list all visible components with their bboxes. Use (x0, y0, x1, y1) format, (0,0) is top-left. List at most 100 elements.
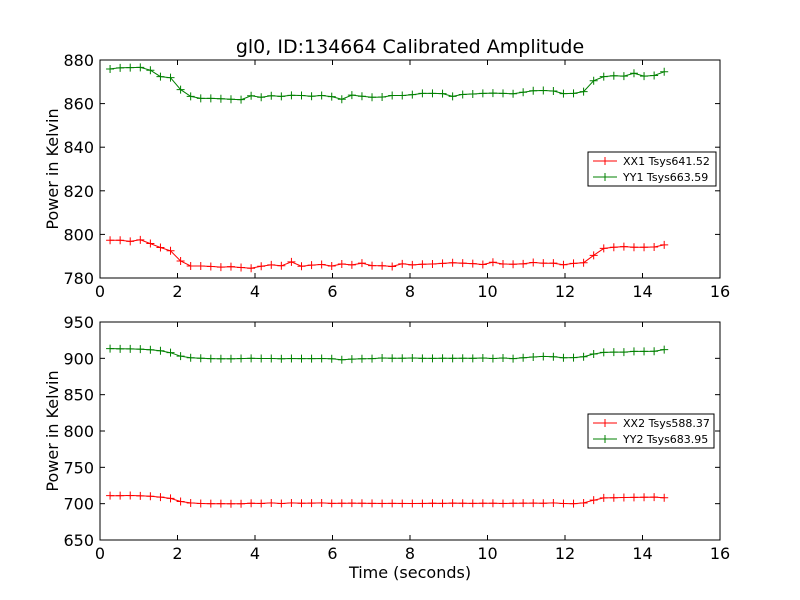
data-point (216, 499, 225, 508)
data-point (650, 347, 659, 356)
data-point (609, 348, 618, 357)
data-point (196, 94, 205, 103)
data-point (226, 95, 235, 104)
data-point (307, 354, 316, 363)
data-point (428, 354, 437, 363)
y-tick-label: 750 (63, 458, 94, 477)
data-point (448, 258, 457, 267)
data-point (196, 354, 205, 363)
data-point (408, 499, 417, 508)
data-point (458, 90, 467, 99)
data-point (136, 63, 145, 72)
data-point (549, 259, 558, 268)
data-point (267, 498, 276, 507)
data-point (106, 64, 115, 73)
y-axis-label: Power in Kelvin (43, 370, 62, 491)
data-point (418, 499, 427, 508)
x-tick-label: 12 (555, 544, 575, 563)
data-point (428, 260, 437, 269)
data-point (408, 260, 417, 269)
legend-marker (601, 419, 609, 427)
data-point (468, 499, 477, 508)
data-point (237, 354, 246, 363)
data-point (186, 353, 195, 362)
data-point (347, 355, 356, 364)
data-point (317, 91, 326, 100)
data-point (206, 262, 215, 271)
data-point (166, 494, 175, 503)
data-point (579, 352, 588, 361)
data-point (247, 499, 256, 508)
y-tick-label: 800 (63, 422, 94, 441)
data-point (488, 499, 497, 508)
y-axis-label: Power in Kelvin (43, 108, 62, 229)
data-point (307, 92, 316, 101)
data-point (166, 246, 175, 255)
data-point (519, 353, 528, 362)
x-tick-label: 0 (95, 544, 105, 563)
data-point (428, 89, 437, 98)
y-tick-label: 880 (63, 51, 94, 70)
data-point (499, 499, 507, 508)
data-point (307, 499, 316, 508)
data-point (398, 354, 407, 363)
data-point (499, 89, 507, 98)
data-point (297, 499, 306, 508)
data-point (388, 354, 397, 363)
data-point (619, 242, 628, 251)
data-point (438, 499, 447, 508)
data-point (136, 345, 145, 354)
data-point (378, 499, 387, 508)
data-point (146, 345, 155, 354)
data-point (186, 92, 195, 101)
data-point (277, 354, 286, 363)
data-point (549, 352, 558, 361)
data-point (357, 92, 366, 101)
data-point (499, 353, 507, 362)
data-point (378, 354, 387, 363)
data-point (287, 257, 296, 266)
data-point (287, 354, 296, 363)
data-point (126, 237, 135, 246)
data-point (559, 499, 568, 508)
data-point (519, 259, 528, 268)
data-point (347, 499, 356, 508)
data-point (488, 354, 497, 363)
data-point (640, 347, 649, 356)
legend-label: XX1 Tsys641.52 (623, 155, 710, 168)
data-point (156, 493, 165, 502)
data-point (509, 354, 518, 363)
data-point (579, 87, 588, 96)
data-point (519, 499, 528, 508)
x-tick-label: 8 (405, 544, 415, 563)
x-axis-label: Time (seconds) (348, 563, 471, 582)
data-point (287, 498, 296, 507)
data-point (257, 354, 266, 363)
data-point (438, 259, 447, 268)
data-point (589, 76, 598, 85)
x-tick-label: 4 (250, 282, 260, 301)
data-point (650, 243, 659, 252)
x-tick-label: 16 (710, 282, 730, 301)
data-point (619, 72, 628, 81)
data-point (317, 260, 326, 269)
y-tick-label: 900 (63, 349, 94, 368)
data-point (488, 89, 497, 98)
data-point (146, 492, 155, 501)
data-point (468, 90, 477, 99)
data-point (126, 491, 135, 500)
data-point (529, 258, 538, 267)
data-point (116, 344, 125, 353)
x-tick-label: 16 (710, 544, 730, 563)
y-tick-label: 650 (63, 531, 94, 550)
data-point (629, 69, 638, 78)
data-point (660, 67, 669, 76)
data-point (307, 261, 316, 270)
y-tick-label: 850 (63, 386, 94, 405)
x-tick-label: 2 (172, 544, 182, 563)
data-point (559, 353, 568, 362)
data-point (398, 91, 407, 100)
x-tick-label: 10 (477, 282, 497, 301)
data-point (468, 259, 477, 268)
data-point (388, 262, 397, 271)
